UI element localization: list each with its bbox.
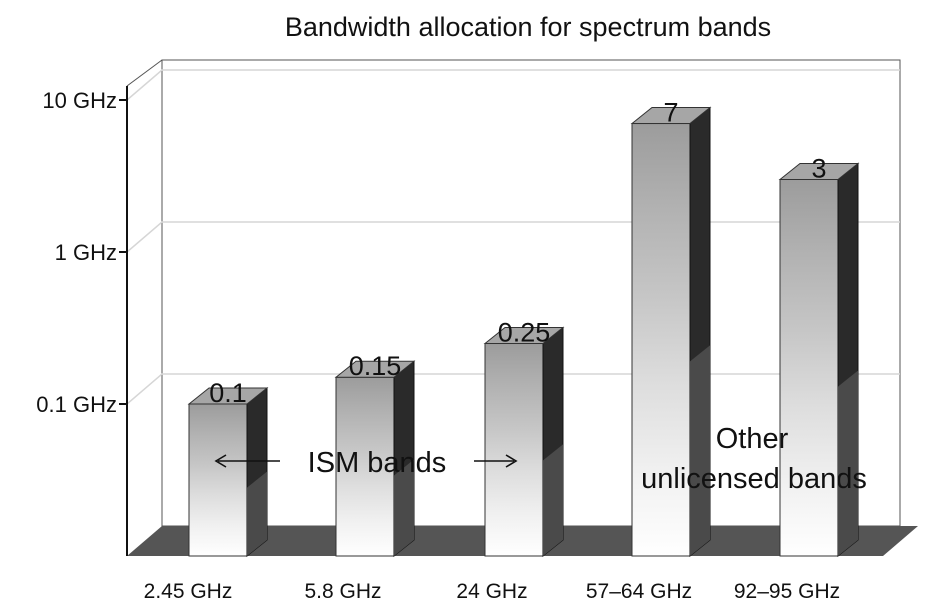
x-tick-label: 2.45 GHz <box>144 580 233 603</box>
bar-side-shade <box>543 444 563 556</box>
x-tick-label: 5.8 GHz <box>304 580 381 603</box>
bar-front-face <box>631 123 691 557</box>
side-wall-edge <box>126 59 163 87</box>
bar-top-face <box>483 327 565 345</box>
bar-top-face <box>630 107 712 125</box>
bar-4: 7 <box>630 98 712 558</box>
right-arrow-icon <box>505 454 518 468</box>
left-arrow-icon <box>214 454 227 468</box>
x-tick-labels: 2.45 GHz 5.8 GHz 24 GHz 57–64 GHz 92–95 GHz <box>144 580 840 603</box>
bar-value-label: 3 <box>811 153 826 183</box>
bar-value-label: 7 <box>663 98 678 128</box>
ism-bands-label: ISM bands <box>308 447 447 479</box>
bar-top-face <box>778 162 860 180</box>
bar-2: 0.15 <box>334 351 416 558</box>
bar-side-shade <box>838 370 858 556</box>
bar-side-shade <box>690 345 710 556</box>
y-tick-labels: 0.1 GHz 1 GHz 10 GHz <box>36 88 117 417</box>
bar-5: 3 <box>778 153 860 558</box>
bar-value-label: 0.1 <box>209 378 247 408</box>
x-tick-label: 24 GHz <box>456 580 527 603</box>
bar-top-face <box>187 387 269 405</box>
bar-value-label: 0.25 <box>498 318 551 348</box>
other-label-line-1: Other <box>716 423 789 455</box>
annotations: ISM bands Other unlicensed bands <box>214 423 867 495</box>
x-tick-label: 57–64 GHz <box>586 580 692 603</box>
bar-front-face <box>779 178 839 557</box>
bar-front-face <box>188 403 248 557</box>
bar-side-shade <box>394 459 414 556</box>
y-tick-label: 0.1 GHz <box>36 392 117 417</box>
bar-front-face <box>484 343 544 557</box>
bars: 0.1 0.15 0.25 7 3 <box>187 98 860 558</box>
bar-3: 0.25 <box>483 318 565 558</box>
other-unlicensed-annotation: Other unlicensed bands <box>641 423 867 495</box>
bar-value-label: 0.15 <box>349 351 402 381</box>
y-tick-label: 10 GHz <box>42 88 117 113</box>
x-tick-label: 92–95 GHz <box>734 580 840 603</box>
ism-bands-annotation: ISM bands <box>214 447 518 479</box>
chart-title: Bandwidth allocation for spectrum bands <box>285 12 771 42</box>
bar-1: 0.1 <box>187 378 269 558</box>
bar-top-face <box>334 360 416 378</box>
y-tick-label: 1 GHz <box>55 240 117 265</box>
bar-side-shade <box>247 471 267 556</box>
other-label-line-2: unlicensed bands <box>641 463 867 495</box>
gridline <box>126 69 900 101</box>
y-axis <box>119 86 128 556</box>
